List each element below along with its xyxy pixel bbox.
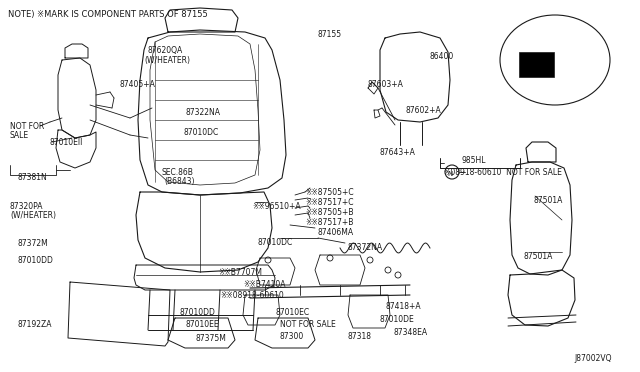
Text: (W/HEATER): (W/HEATER) (10, 211, 56, 220)
Text: 87320PA: 87320PA (10, 202, 44, 211)
Text: ※※08918-60610: ※※08918-60610 (220, 291, 284, 300)
Text: SALE: SALE (10, 131, 29, 140)
Text: J87002VQ: J87002VQ (574, 354, 611, 363)
Text: 87406MA: 87406MA (318, 228, 354, 237)
Text: 87010DD: 87010DD (180, 308, 216, 317)
Text: ※※B7707M: ※※B7707M (218, 268, 262, 277)
Text: 87418+A: 87418+A (386, 302, 422, 311)
Text: 86400: 86400 (430, 52, 454, 61)
Text: 87501A: 87501A (524, 252, 554, 261)
Text: ※※B7410A: ※※B7410A (243, 280, 285, 289)
Text: 87381N: 87381N (18, 173, 48, 182)
Text: 87318: 87318 (348, 332, 372, 341)
Text: 87192ZA: 87192ZA (18, 320, 52, 329)
Text: NOTE) ※MARK IS COMPONENT PARTS OF 87155: NOTE) ※MARK IS COMPONENT PARTS OF 87155 (8, 10, 208, 19)
Text: 87372NA: 87372NA (348, 243, 383, 252)
Text: 87602+A: 87602+A (406, 106, 442, 115)
Text: 87010EII: 87010EII (50, 138, 83, 147)
Text: 87155: 87155 (318, 30, 342, 39)
Text: 87010EC: 87010EC (276, 308, 310, 317)
Text: 87375M: 87375M (196, 334, 227, 343)
Text: 985HL: 985HL (462, 156, 486, 165)
Text: 87348EA: 87348EA (394, 328, 428, 337)
Text: ※08918-60610  NOT FOR SALE: ※08918-60610 NOT FOR SALE (444, 168, 562, 177)
Text: 87620QA: 87620QA (148, 46, 183, 55)
Text: SEC.86B: SEC.86B (162, 168, 194, 177)
Text: 87603+A: 87603+A (368, 80, 404, 89)
Text: 87405+A: 87405+A (120, 80, 156, 89)
Text: ※※87517+C: ※※87517+C (305, 198, 353, 207)
Text: (W/HEATER): (W/HEATER) (144, 56, 190, 65)
Text: N: N (447, 171, 452, 177)
Text: ※※87517+B: ※※87517+B (305, 218, 353, 227)
Text: ※※87505+B: ※※87505+B (305, 208, 353, 217)
Text: 87010DC: 87010DC (184, 128, 220, 137)
Text: 87010DE: 87010DE (380, 315, 415, 324)
Text: 87372M: 87372M (18, 239, 49, 248)
Text: 87010DD: 87010DD (18, 256, 54, 265)
Text: NOT FOR: NOT FOR (10, 122, 44, 131)
Text: 87501A: 87501A (534, 196, 563, 205)
Text: 87322NA: 87322NA (186, 108, 221, 117)
Ellipse shape (500, 15, 610, 105)
Bar (519, 52, 554, 77)
Text: 87300: 87300 (280, 332, 304, 341)
Text: 87010EE: 87010EE (186, 320, 220, 329)
Text: ※※96510+A: ※※96510+A (252, 202, 301, 211)
Text: ※※87505+C: ※※87505+C (305, 188, 354, 197)
Text: 87010DC: 87010DC (258, 238, 293, 247)
Text: (B6843): (B6843) (164, 177, 195, 186)
Text: 87643+A: 87643+A (380, 148, 416, 157)
Text: NOT FOR SALE: NOT FOR SALE (280, 320, 336, 329)
